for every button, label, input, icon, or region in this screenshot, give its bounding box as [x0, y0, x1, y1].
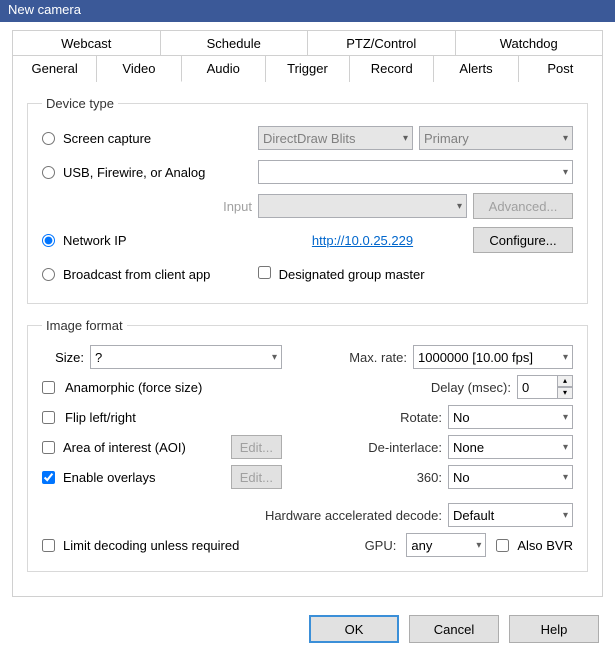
gpu-label: GPU:	[365, 538, 397, 553]
tab-alerts[interactable]: Alerts	[434, 55, 518, 82]
flip-checkbox[interactable]: Flip left/right	[42, 410, 282, 425]
anamorphic-checkbox[interactable]: Anamorphic (force size)	[42, 380, 282, 395]
titlebar: New camera	[0, 0, 615, 22]
image-format-group: Image format Size: ?▾ Max. rate: 1000000…	[27, 318, 588, 572]
device-type-group: Device type Screen capture DirectDraw Bl…	[27, 96, 588, 304]
max-rate-select[interactable]: 1000000 [10.00 fps]▾	[413, 345, 573, 369]
rotate-label: Rotate:	[400, 410, 442, 425]
overlays-edit-button[interactable]: Edit...	[231, 465, 282, 489]
anamorphic-label: Anamorphic (force size)	[65, 380, 202, 395]
designated-checkbox-input[interactable]	[258, 266, 271, 279]
screen-capture-radio-input[interactable]	[42, 132, 55, 145]
window-title: New camera	[8, 2, 81, 17]
chevron-down-icon: ▾	[563, 442, 568, 453]
flip-label: Flip left/right	[65, 410, 136, 425]
help-button[interactable]: Help	[509, 615, 599, 643]
usb-radio-input[interactable]	[42, 166, 55, 179]
cancel-button[interactable]: Cancel	[409, 615, 499, 643]
overlays-label: Enable overlays	[63, 470, 156, 485]
chevron-down-icon: ▾	[563, 352, 568, 363]
delay-input[interactable]	[517, 375, 557, 399]
limit-decoding-checkbox[interactable]: Limit decoding unless required	[42, 538, 355, 553]
chevron-down-icon: ▾	[272, 352, 277, 363]
screen-capture-label: Screen capture	[63, 131, 151, 146]
tabs-row-2: General Video Audio Trigger Record Alert…	[12, 55, 603, 82]
configure-button[interactable]: Configure...	[473, 227, 573, 253]
tabs-row-1: Webcast Schedule PTZ/Control Watchdog	[12, 30, 603, 56]
limit-decoding-checkbox-input[interactable]	[42, 539, 55, 552]
tab-trigger[interactable]: Trigger	[266, 55, 350, 82]
delay-spinner[interactable]: ▴ ▾	[517, 375, 573, 399]
tab-video[interactable]: Video	[97, 55, 181, 82]
tab-watchdog[interactable]: Watchdog	[456, 30, 604, 56]
tab-webcast[interactable]: Webcast	[12, 30, 161, 56]
delay-spin-up[interactable]: ▴	[557, 375, 573, 387]
tab-general[interactable]: General	[12, 55, 97, 82]
size-label: Size:	[42, 350, 84, 365]
input-select[interactable]: ▾	[258, 194, 467, 218]
chevron-down-icon: ▾	[476, 540, 481, 551]
screen-capture-display-select[interactable]: Primary▾	[419, 126, 573, 150]
flip-checkbox-input[interactable]	[42, 411, 55, 424]
size-select[interactable]: ?▾	[90, 345, 282, 369]
also-bvr-checkbox[interactable]: Also BVR	[496, 538, 573, 553]
ok-button[interactable]: OK	[309, 615, 399, 643]
tab-panel-video: Device type Screen capture DirectDraw Bl…	[12, 81, 603, 597]
tab-record[interactable]: Record	[350, 55, 434, 82]
gpu-select[interactable]: any▾	[406, 533, 486, 557]
overlays-checkbox-input[interactable]	[42, 471, 55, 484]
network-ip-radio[interactable]: Network IP	[42, 233, 252, 248]
limit-decoding-label: Limit decoding unless required	[63, 538, 239, 553]
delay-label: Delay (msec):	[431, 380, 511, 395]
new-camera-dialog: New camera Webcast Schedule PTZ/Control …	[0, 0, 615, 649]
usb-radio[interactable]: USB, Firewire, or Analog	[42, 165, 252, 180]
broadcast-label: Broadcast from client app	[63, 267, 210, 282]
chevron-down-icon: ▾	[457, 201, 462, 212]
anamorphic-checkbox-input[interactable]	[42, 381, 55, 394]
network-ip-label: Network IP	[63, 233, 127, 248]
aoi-edit-button[interactable]: Edit...	[231, 435, 282, 459]
screen-capture-method-select[interactable]: DirectDraw Blits▾	[258, 126, 413, 150]
advanced-button[interactable]: Advanced...	[473, 193, 573, 219]
aoi-checkbox[interactable]: Area of interest (AOI)	[42, 440, 225, 455]
chevron-down-icon: ▾	[563, 412, 568, 423]
image-format-legend: Image format	[42, 318, 127, 333]
aoi-label: Area of interest (AOI)	[63, 440, 186, 455]
chevron-down-icon: ▾	[563, 472, 568, 483]
tab-schedule[interactable]: Schedule	[161, 30, 309, 56]
rotate-select[interactable]: No▾	[448, 405, 573, 429]
chevron-down-icon: ▾	[563, 510, 568, 521]
dialog-footer: OK Cancel Help	[0, 605, 615, 659]
designated-checkbox[interactable]: Designated group master	[258, 266, 425, 282]
delay-spin-down[interactable]: ▾	[557, 387, 573, 399]
deinterlace-select[interactable]: None▾	[448, 435, 573, 459]
designated-label: Designated group master	[279, 267, 425, 282]
hw-decode-select[interactable]: Default▾	[448, 503, 573, 527]
also-bvr-checkbox-input[interactable]	[496, 539, 509, 552]
tab-ptz-control[interactable]: PTZ/Control	[308, 30, 456, 56]
tab-audio[interactable]: Audio	[182, 55, 266, 82]
overlays-checkbox[interactable]: Enable overlays	[42, 470, 225, 485]
360-select[interactable]: No▾	[448, 465, 573, 489]
also-bvr-label: Also BVR	[517, 538, 573, 553]
network-ip-radio-input[interactable]	[42, 234, 55, 247]
dialog-body: Webcast Schedule PTZ/Control Watchdog Ge…	[0, 22, 615, 605]
hw-decode-label: Hardware accelerated decode:	[265, 508, 442, 523]
chevron-down-icon: ▾	[563, 133, 568, 144]
max-rate-label: Max. rate:	[349, 350, 407, 365]
chevron-down-icon: ▾	[563, 167, 568, 178]
deinterlace-label: De-interlace:	[368, 440, 442, 455]
360-label: 360:	[417, 470, 442, 485]
broadcast-radio-input[interactable]	[42, 268, 55, 281]
network-ip-url-link[interactable]: http://10.0.25.229	[312, 233, 413, 248]
screen-capture-radio[interactable]: Screen capture	[42, 131, 252, 146]
chevron-down-icon: ▾	[403, 133, 408, 144]
input-label: Input	[42, 199, 252, 214]
usb-label: USB, Firewire, or Analog	[63, 165, 205, 180]
usb-device-select[interactable]: ▾	[258, 160, 573, 184]
device-type-legend: Device type	[42, 96, 118, 111]
tab-post[interactable]: Post	[519, 55, 603, 82]
broadcast-radio[interactable]: Broadcast from client app	[42, 267, 252, 282]
aoi-checkbox-input[interactable]	[42, 441, 55, 454]
